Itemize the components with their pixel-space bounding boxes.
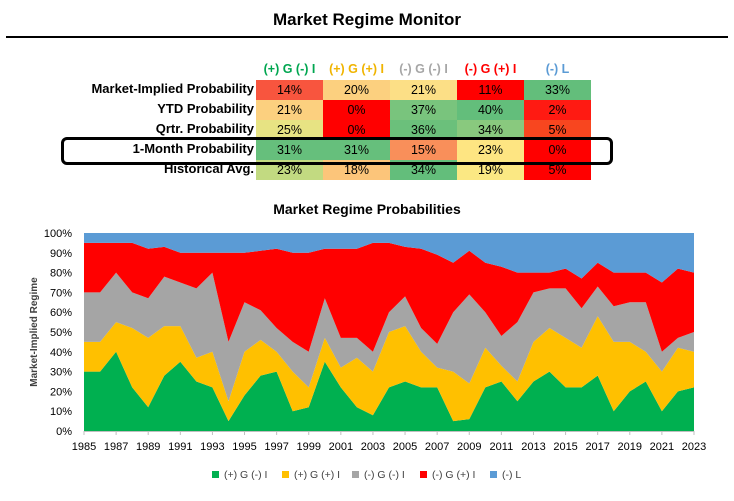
table-cell: 5% [524, 160, 591, 180]
legend-label: (-) L [502, 469, 521, 481]
x-tick-label: 2013 [521, 441, 545, 453]
x-tick-label: 2023 [682, 441, 706, 453]
legend-swatch [282, 471, 289, 478]
one-month-highlight-box [61, 137, 613, 165]
y-tick-label: 80% [50, 268, 72, 280]
table-cell: 37% [390, 100, 457, 120]
column-header: (+) G (-) I [263, 62, 316, 76]
y-tick-label: 50% [50, 327, 72, 339]
row-label: 1-Month Probability [132, 141, 254, 156]
table-cell: 0% [323, 120, 390, 140]
table-cell: 20% [323, 80, 390, 100]
table-cell: 5% [524, 120, 591, 140]
chart-title: Market Regime Probabilities [273, 201, 461, 217]
x-tick-label: 2021 [650, 441, 674, 453]
x-tick-label: 2007 [425, 441, 449, 453]
table-cell: 34% [390, 160, 457, 180]
x-tick-label: 2003 [361, 441, 385, 453]
table-cell: 25% [256, 120, 323, 140]
y-tick-label: 20% [50, 386, 72, 398]
x-axis-ticks: 1985 1987 1989 1991 1993 1995 1997 1999 2001 2003… [72, 431, 706, 453]
area-layers [84, 233, 694, 431]
table-cell: 2% [524, 100, 591, 120]
x-tick-label: 1997 [264, 441, 288, 453]
legend-swatch [212, 471, 219, 478]
y-tick-label: 90% [50, 248, 72, 260]
table-cell: 19% [457, 160, 524, 180]
area-series [84, 272, 694, 402]
table-cell: 23% [256, 160, 323, 180]
y-tick-label: 0% [56, 426, 72, 438]
table-cell: 15% [390, 140, 457, 160]
legend-label: (+) G (+) I [294, 469, 340, 481]
area-series [84, 316, 694, 422]
x-tick-label: 2015 [553, 441, 577, 453]
column-header: (-) L [545, 62, 570, 76]
table-cell: 21% [390, 80, 457, 100]
y-tick-label: 60% [50, 307, 72, 319]
legend-label: (+) G (-) I [224, 469, 267, 481]
x-tick-label: 1989 [136, 441, 160, 453]
column-header: (-) G (-) I [399, 62, 448, 76]
x-tick-label: 1991 [168, 441, 192, 453]
x-tick-label: 1993 [200, 441, 224, 453]
table-cell: 14% [256, 80, 323, 100]
x-tick-label: 2017 [585, 441, 609, 453]
legend-swatch [420, 471, 427, 478]
chart-legend: (+) G (-) I (+) G (+) I (-) G (-) I (-) G (… [212, 469, 521, 481]
y-tick-label: 100% [44, 228, 72, 240]
y-tick-label: 40% [50, 347, 72, 359]
y-tick-label: 10% [50, 406, 72, 418]
y-axis-ticks: 0% 10% 20% 30% 40% 50% 60% 70% 80% 90% 100% [44, 228, 72, 438]
x-tick-label: 1987 [104, 441, 128, 453]
x-tick-label: 2019 [618, 441, 642, 453]
table-cell: 33% [524, 80, 591, 100]
legend-label: (-) G (-) I [364, 469, 405, 481]
table-cell: 11% [457, 80, 524, 100]
table-cell: 0% [524, 140, 591, 160]
legend-swatch [352, 471, 359, 478]
x-tick-label: 2001 [329, 441, 353, 453]
table-cell: 40% [457, 100, 524, 120]
legend-label: (-) G (+) I [432, 469, 475, 481]
table-cell: 36% [390, 120, 457, 140]
title-divider [6, 36, 728, 38]
y-axis-label: Market-Implied Regime [29, 277, 40, 387]
x-tick-label: 2011 [490, 441, 514, 453]
table-cell: 0% [323, 100, 390, 120]
column-header: (+) G (+) I [329, 62, 384, 76]
row-label: Qrtr. Probability [155, 121, 254, 136]
legend-swatch [490, 471, 497, 478]
y-tick-label: 30% [50, 367, 72, 379]
table-cell: 31% [256, 140, 323, 160]
x-tick-label: 2005 [393, 441, 417, 453]
x-tick-label: 2009 [457, 441, 481, 453]
table-cell: 34% [457, 120, 524, 140]
y-tick-label: 70% [50, 287, 72, 299]
area-series [84, 351, 694, 431]
table-cell: 31% [323, 140, 390, 160]
table-cell: 18% [323, 160, 390, 180]
x-tick-label: 1995 [232, 441, 256, 453]
table-cell: 21% [256, 100, 323, 120]
x-tick-label: 1999 [296, 441, 320, 453]
row-label: Market-Implied Probability [91, 81, 254, 96]
row-label: YTD Probability [157, 101, 254, 116]
column-header: (-) G (+) I [464, 62, 517, 76]
x-tick-label: 1985 [72, 441, 96, 453]
table-cell: 23% [457, 140, 524, 160]
area-series [84, 242, 694, 352]
area-series [84, 233, 694, 283]
page-title: Market Regime Monitor [273, 10, 461, 29]
